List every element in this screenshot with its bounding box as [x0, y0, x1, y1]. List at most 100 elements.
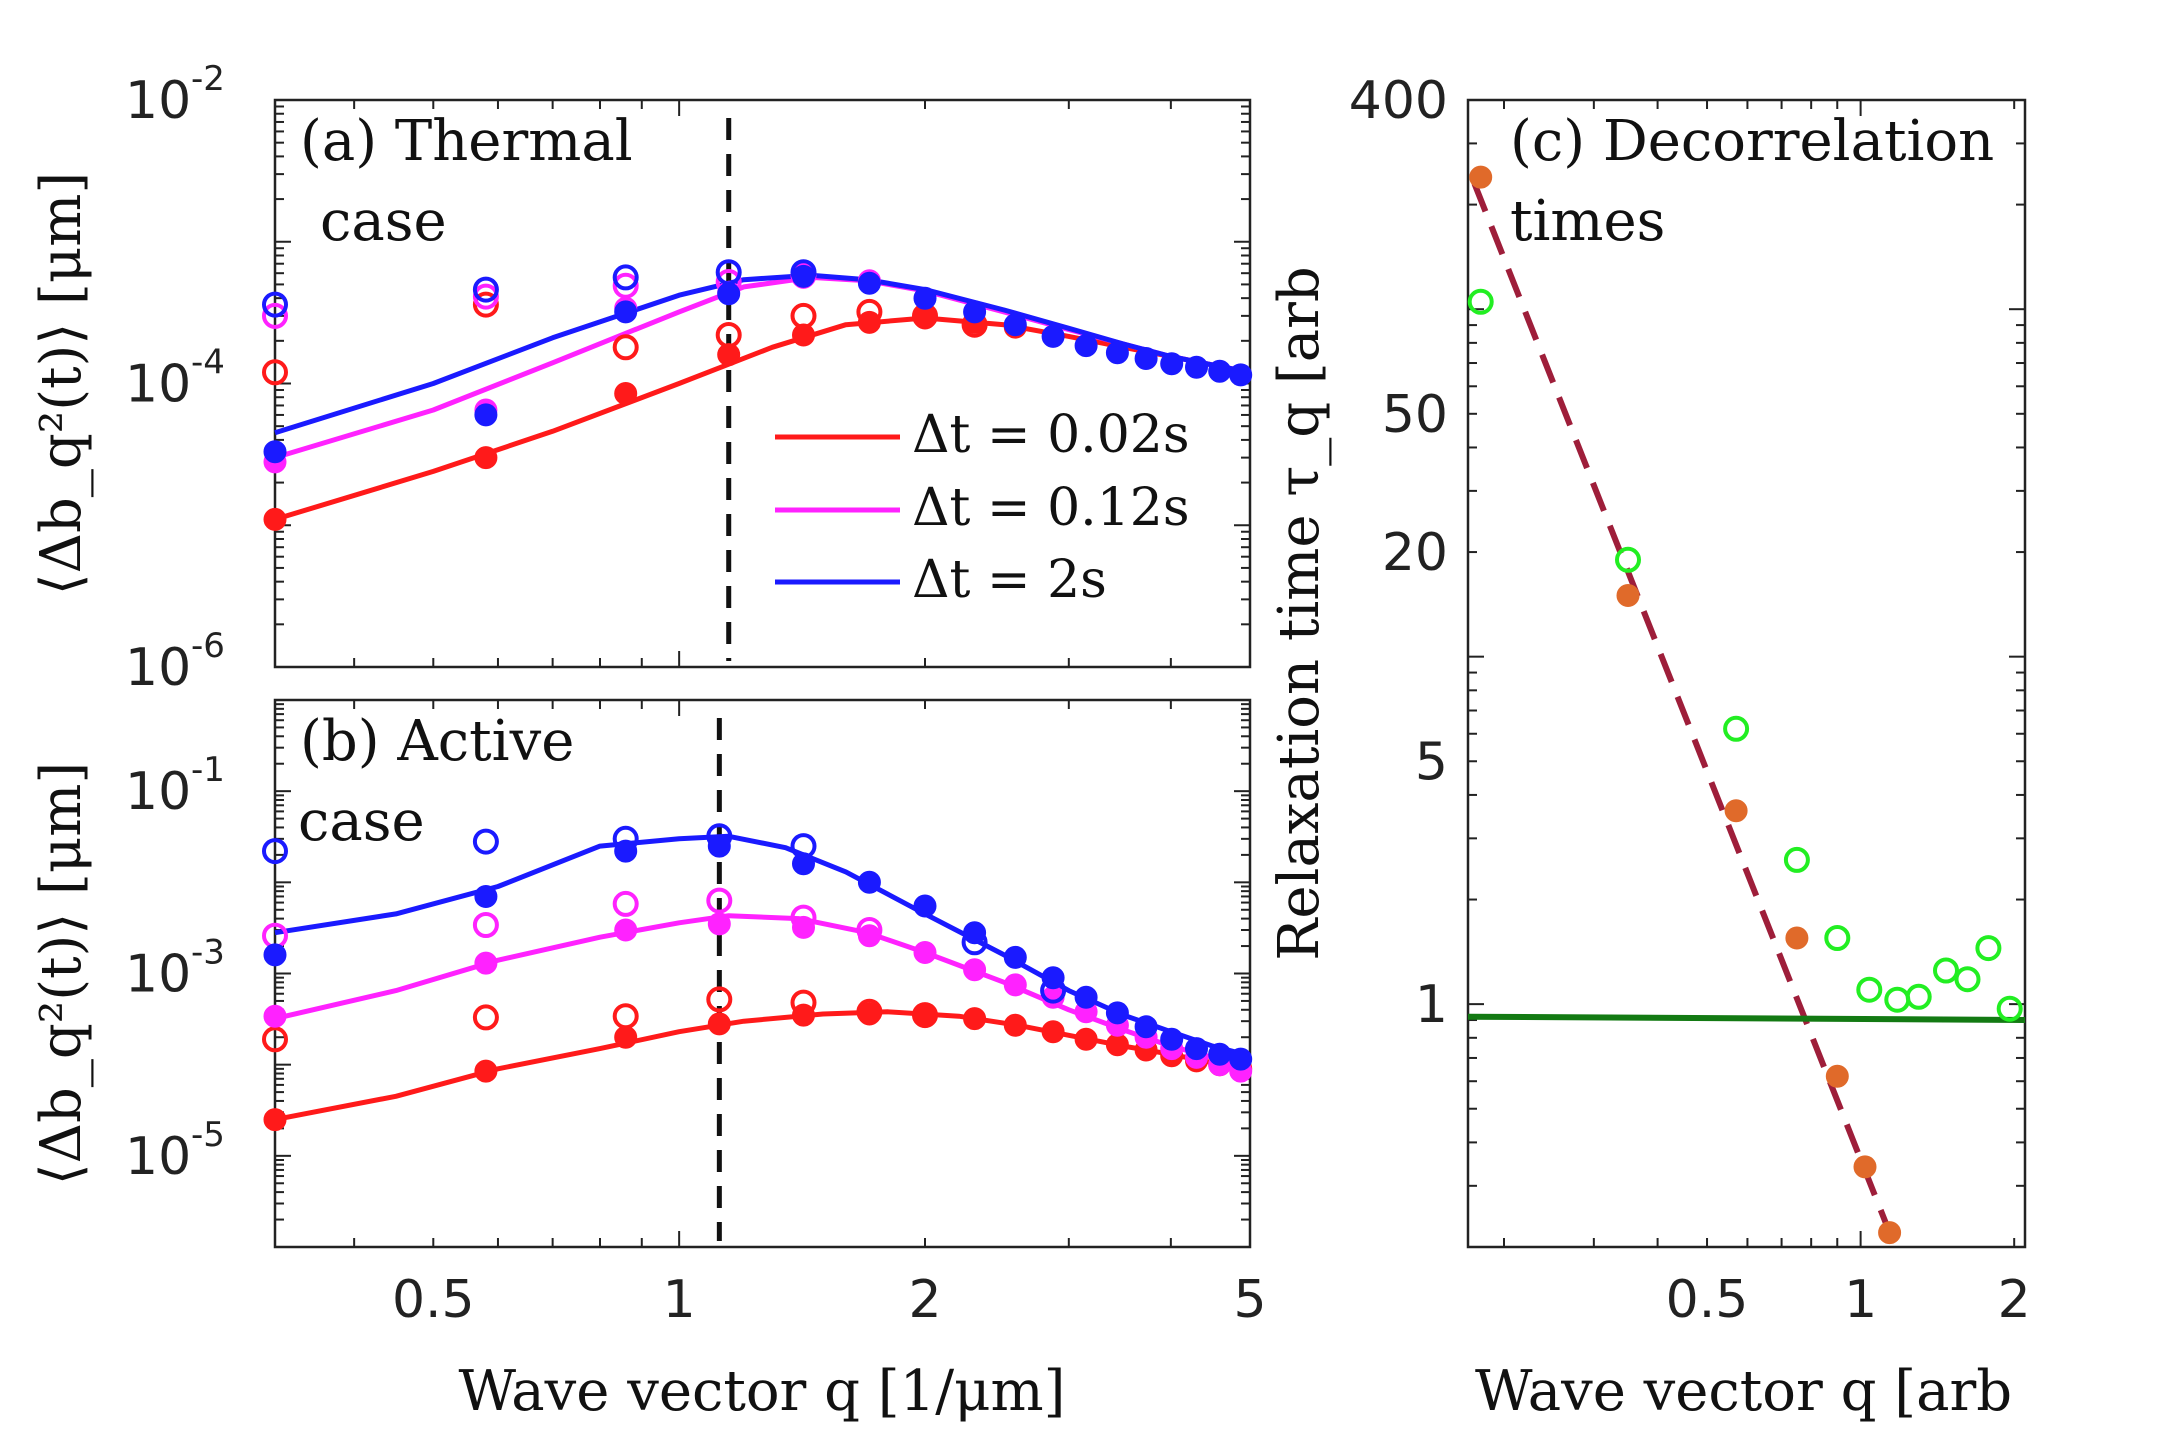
- filled-marker: [1105, 1033, 1129, 1057]
- filled-marker: [1160, 1027, 1184, 1051]
- series-line-0: [274, 1009, 1251, 1123]
- open-marker: [612, 890, 639, 917]
- panel-b-axes-box: [273, 698, 1252, 1249]
- y-tick-exponent: -4: [191, 343, 225, 383]
- open-marker: [706, 887, 733, 914]
- filled-marker: [913, 306, 937, 330]
- filled-marker: [263, 440, 287, 464]
- y-tick-label: 10: [125, 71, 191, 131]
- filled-marker: [792, 323, 815, 347]
- filled-marker: [1105, 341, 1129, 365]
- open-marker: [1933, 957, 1959, 984]
- filled-marker: [474, 1059, 498, 1083]
- filled-marker: [263, 1004, 287, 1028]
- filled-marker: [1003, 945, 1027, 969]
- open-marker: [1615, 546, 1641, 573]
- filled-marker: [474, 446, 498, 470]
- filled-marker: [963, 958, 987, 982]
- filled-marker: [717, 343, 741, 367]
- filled-marker: [792, 264, 815, 288]
- open-marker: [262, 359, 288, 386]
- open-marker: [472, 912, 499, 938]
- open-marker: [1975, 935, 2002, 962]
- filled-marker: [263, 507, 287, 531]
- open-marker: [1996, 995, 2023, 1022]
- panel-c-axes-box: [1466, 98, 2027, 1249]
- x-tick-label: 1: [1844, 1270, 1877, 1330]
- series-line-2: [274, 272, 1251, 436]
- filled-marker: [1134, 1015, 1158, 1039]
- filled-marker: [1853, 1155, 1877, 1179]
- filled-marker: [1160, 352, 1184, 376]
- filled-marker: [614, 918, 638, 942]
- y-tick-label: 10: [125, 1127, 191, 1187]
- open-marker: [1884, 986, 1911, 1013]
- filled-marker: [614, 382, 638, 405]
- panel-b: 0.5 1 2 510-110-310-5 (b) Active case ⟨Δb_q…: [29, 698, 1267, 1424]
- open-marker: [472, 283, 499, 310]
- horizontal-line: [1467, 1013, 2026, 1023]
- filled-marker: [614, 300, 638, 324]
- filled-marker: [913, 1003, 937, 1027]
- open-marker: [472, 828, 499, 855]
- legend-label: Δt = 2s: [912, 550, 1107, 610]
- open-marker: [1783, 846, 1810, 873]
- y-tick-label: 1: [1415, 975, 1448, 1035]
- filled-marker: [614, 839, 638, 863]
- open-marker: [1856, 976, 1883, 1003]
- panel-a: 10-210-410-6 (a) Thermal case ⟨Δb_q²(t)⟩…: [29, 59, 1253, 698]
- open-marker: [612, 264, 639, 291]
- filled-marker: [1134, 347, 1158, 370]
- filled-marker: [1785, 926, 1809, 950]
- y-tick-exponent: -5: [191, 1115, 225, 1155]
- y-tick-label: 50: [1382, 385, 1448, 445]
- y-axis-label: Relaxation time τ_q [arb: [1267, 266, 1332, 961]
- filled-marker: [263, 943, 287, 967]
- legend-label: Δt = 0.12s: [912, 478, 1190, 538]
- filled-marker: [474, 885, 498, 908]
- y-tick-label: 10: [125, 355, 191, 415]
- filled-marker: [1724, 799, 1748, 823]
- y-tick-label: 20: [1382, 523, 1448, 583]
- filled-marker: [707, 1012, 731, 1036]
- y-axis-label: ⟨Δb_q²(t)⟩ [μm]: [29, 762, 94, 1185]
- x-tick-label: 0.5: [392, 1270, 475, 1330]
- filled-marker: [263, 1108, 287, 1132]
- open-marker: [472, 1004, 499, 1031]
- filled-marker: [1074, 1027, 1098, 1051]
- filled-marker: [474, 951, 498, 975]
- legend: Δt = 0.02s Δt = 0.12s Δt = 2s: [775, 405, 1190, 610]
- open-marker: [472, 291, 499, 318]
- filled-marker: [913, 941, 937, 964]
- filled-marker: [857, 271, 881, 295]
- filled-marker: [1041, 1020, 1065, 1044]
- x-tick-label: 2: [908, 1270, 941, 1330]
- panel-c-title-line2: times: [1510, 189, 1665, 254]
- y-tick-exponent: -3: [191, 933, 225, 973]
- filled-marker: [1825, 1064, 1849, 1088]
- filled-marker: [857, 924, 881, 948]
- filled-marker: [474, 403, 498, 427]
- filled-marker: [707, 912, 731, 936]
- y-tick-exponent: -6: [191, 626, 225, 666]
- filled-marker: [913, 894, 937, 918]
- filled-marker: [1616, 584, 1640, 607]
- filled-marker: [857, 310, 881, 334]
- x-tick-label: 1: [663, 1270, 696, 1330]
- y-axis-label: ⟨Δb_q²(t)⟩ [μm]: [29, 172, 94, 595]
- panel-a-title: (a) Thermal: [300, 109, 633, 174]
- panel-c-xlabel: Wave vector q [arb: [1475, 1359, 2012, 1424]
- open-marker: [612, 1003, 639, 1030]
- panel-a-title-line2: case: [320, 189, 447, 254]
- filled-marker: [1185, 355, 1208, 379]
- filled-marker: [792, 852, 815, 876]
- filled-marker: [1105, 1001, 1129, 1025]
- filled-marker: [1185, 1037, 1208, 1061]
- panel-c: 0.5 1 2 400 50 20 5 1 (c) Decorrelation times R…: [1267, 71, 2031, 1424]
- filled-marker: [1469, 165, 1493, 189]
- open-marker: [262, 302, 288, 329]
- open-marker: [1824, 925, 1851, 951]
- legend-label: Δt = 0.02s: [912, 405, 1190, 465]
- filled-marker: [717, 282, 741, 306]
